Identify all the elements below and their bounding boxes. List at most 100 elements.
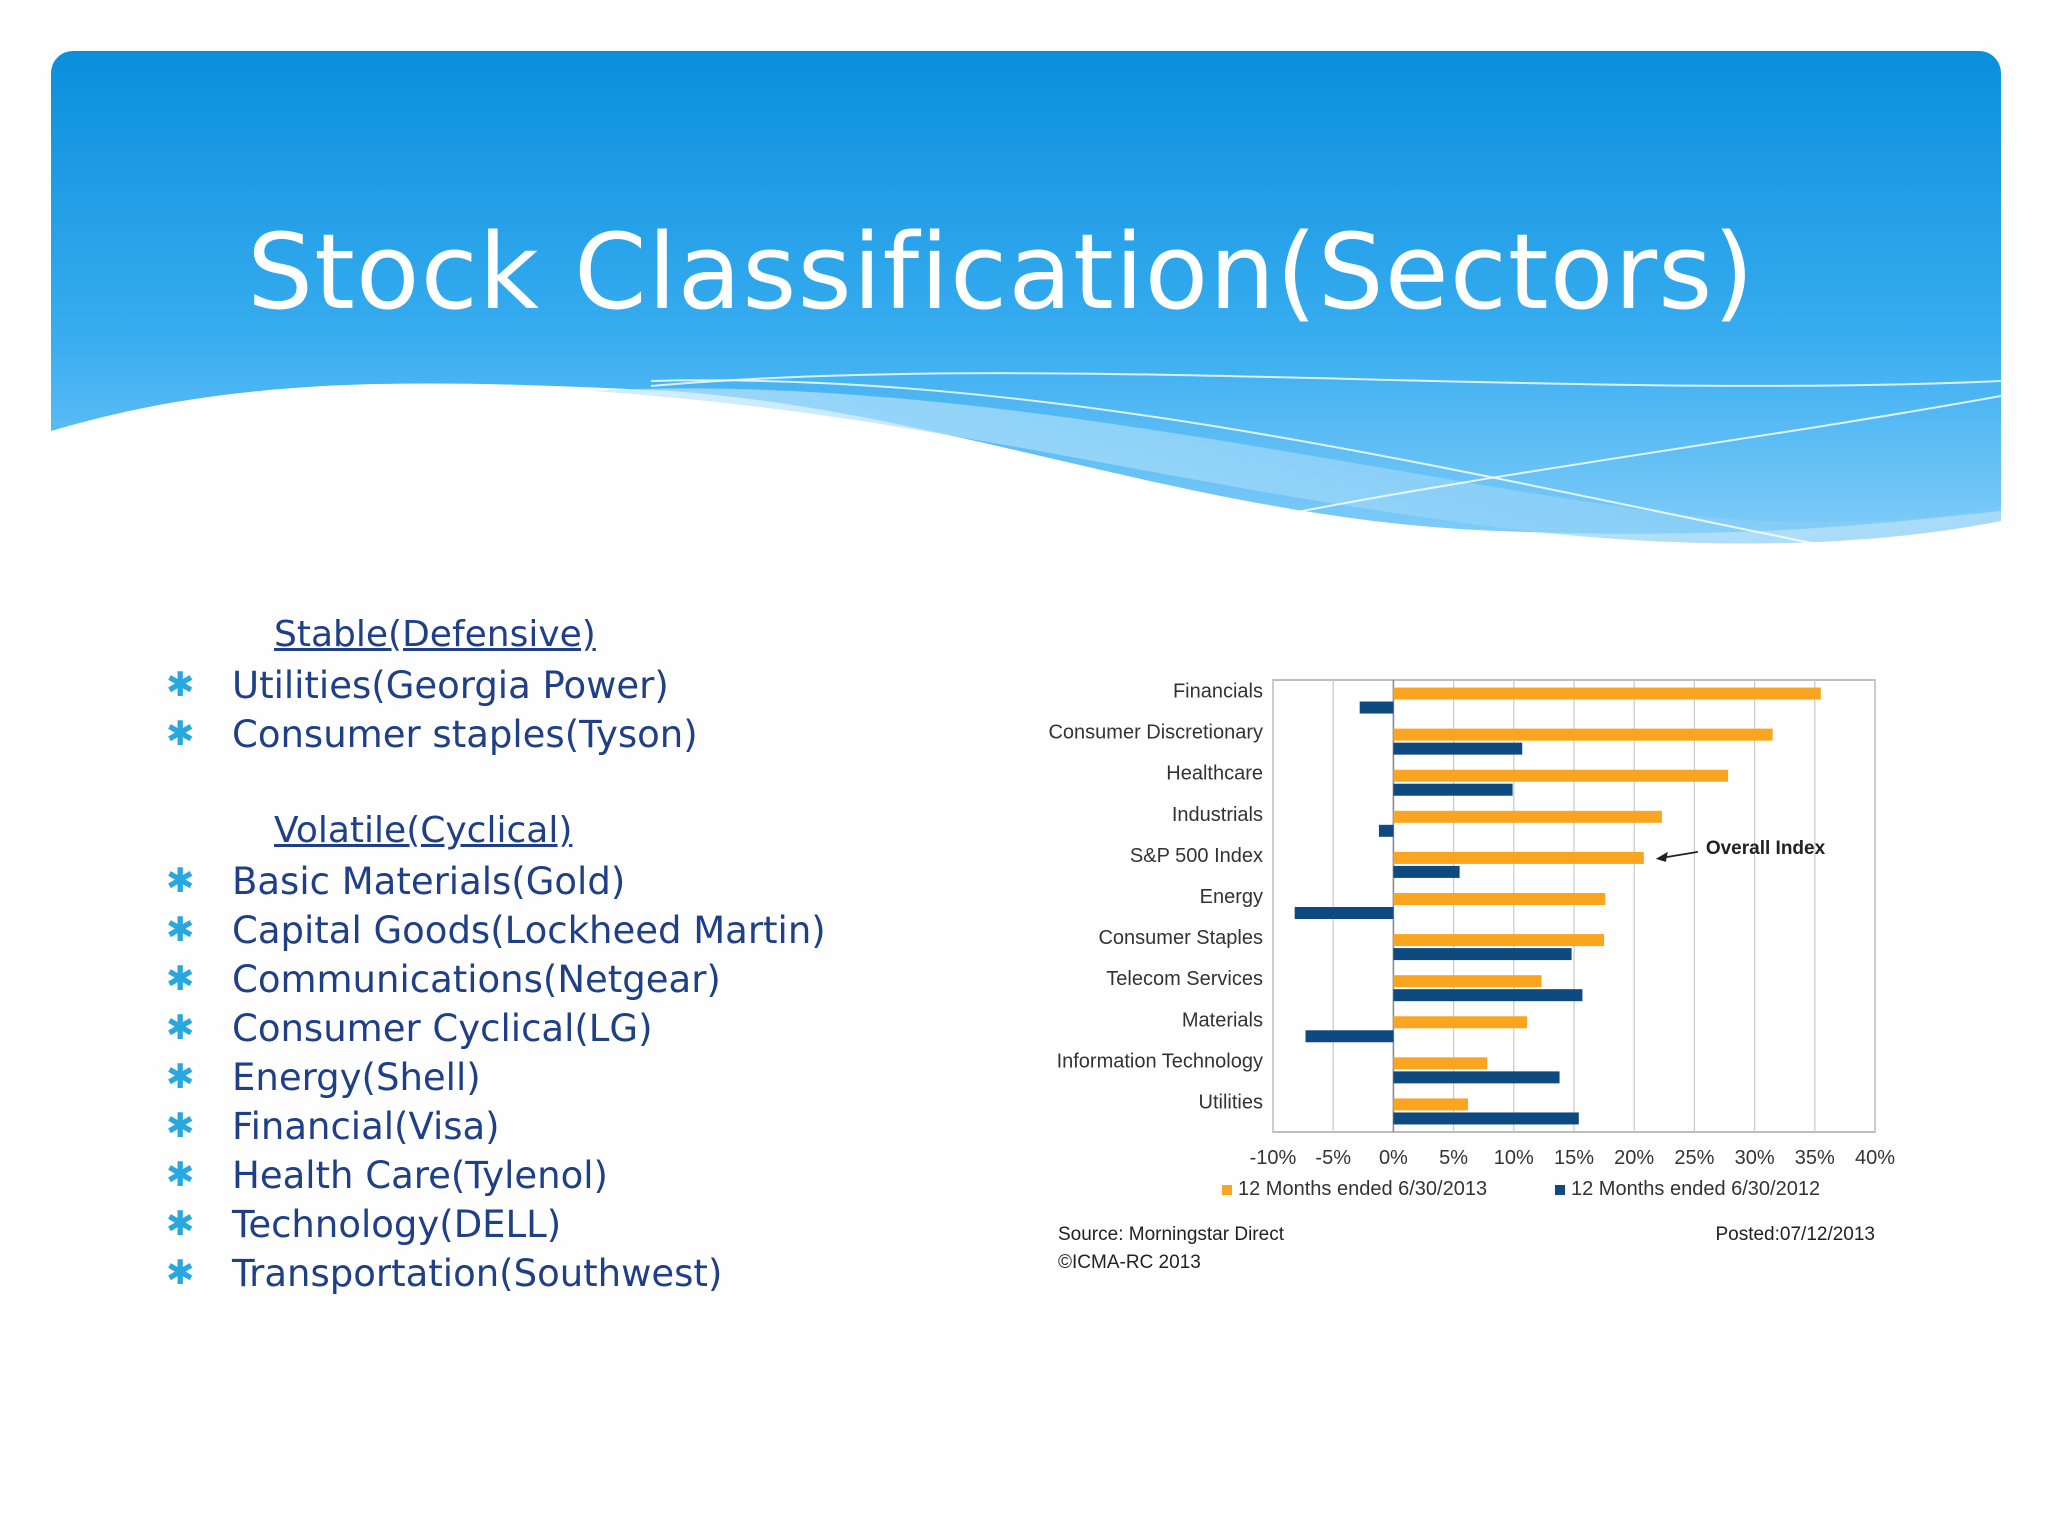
chart-annotation: Overall Index (1655, 838, 1826, 862)
bar (1393, 687, 1821, 700)
category-label: Materials (1182, 1009, 1263, 1031)
bar (1393, 948, 1572, 961)
x-tick-label: 20% (1614, 1147, 1654, 1169)
x-tick-label: -10% (1250, 1147, 1297, 1169)
asterisk-bullet-icon: ✱ (166, 1155, 195, 1195)
x-tick-label: 35% (1795, 1147, 1835, 1169)
legend-swatch (1222, 1185, 1232, 1195)
list-item-label: Technology(DELL) (232, 1202, 562, 1246)
list-item: ✱ Financial(Visa) (166, 1101, 500, 1151)
legend-label: 12 Months ended 6/30/2013 (1238, 1178, 1487, 1200)
asterisk-bullet-icon: ✱ (166, 714, 195, 754)
asterisk-bullet-icon: ✱ (166, 861, 195, 901)
category-label: S&P 500 Index (1130, 845, 1263, 867)
x-tick-label: 15% (1554, 1147, 1594, 1169)
x-tick-label: 10% (1494, 1147, 1534, 1169)
x-tick-label: 0% (1379, 1147, 1408, 1169)
volatile-heading: Volatile(Cyclical) (274, 810, 573, 851)
title-banner: Stock Classification(Sectors) (51, 51, 2001, 581)
bar (1393, 893, 1606, 905)
list-item: ✱ Consumer Cyclical(LG) (166, 1003, 653, 1053)
asterisk-bullet-icon: ✱ (166, 1106, 195, 1146)
bar (1393, 1112, 1579, 1125)
bar (1393, 1016, 1528, 1029)
chart-grid (1272, 679, 1876, 1133)
list-item: ✱ Capital Goods(Lockheed Martin) (166, 905, 826, 955)
bar (1393, 810, 1662, 823)
chart-legend: 12 Months ended 6/30/2013 12 Months ended… (1222, 1178, 1820, 1200)
category-label: Consumer Staples (1098, 927, 1263, 949)
sector-returns-chart: Financials Consumer Discretionary Healthca… (1048, 679, 1896, 1273)
copyright-note: ©ICMA-RC 2013 (1058, 1252, 1201, 1273)
bar (1393, 783, 1513, 796)
bar (1359, 701, 1394, 714)
list-item-label: Basic Materials(Gold) (232, 859, 626, 903)
bar (1393, 1057, 1488, 1070)
bar (1393, 769, 1729, 782)
bar (1393, 934, 1605, 947)
bar (1393, 742, 1523, 755)
list-item-label: Communications(Netgear) (232, 957, 721, 1001)
bar (1393, 865, 1460, 878)
category-label: Healthcare (1166, 763, 1263, 785)
asterisk-bullet-icon: ✱ (166, 1253, 195, 1293)
annotation-arrowhead (1655, 851, 1668, 862)
chart-footer: Source: Morningstar Direct ©ICMA-RC 2013 P… (1058, 1224, 1875, 1273)
bar (1393, 1071, 1560, 1084)
annotation-label: Overall Index (1706, 838, 1826, 859)
source-note: Source: Morningstar Direct (1058, 1224, 1285, 1245)
list-item-label: Capital Goods(Lockheed Martin) (232, 908, 826, 952)
bar (1378, 824, 1394, 837)
chart-bars (1294, 687, 1821, 1125)
list-item-label: Energy(Shell) (232, 1055, 481, 1099)
legend-label: 12 Months ended 6/30/2012 (1571, 1178, 1820, 1200)
list-item: ✱ Utilities(Georgia Power) (166, 660, 669, 710)
asterisk-bullet-icon: ✱ (166, 959, 195, 999)
bar (1393, 975, 1542, 988)
x-tick-label: 5% (1439, 1147, 1468, 1169)
category-label: Energy (1200, 886, 1263, 908)
x-tick-label: -5% (1315, 1147, 1351, 1169)
asterisk-bullet-icon: ✱ (166, 665, 195, 705)
list-item: ✱ Health Care(Tylenol) (166, 1150, 608, 1200)
x-tick-label: 40% (1855, 1147, 1895, 1169)
category-label: Information Technology (1057, 1050, 1263, 1072)
list-item: ✱ Consumer staples(Tyson) (166, 709, 698, 759)
asterisk-bullet-icon: ✱ (166, 910, 195, 950)
bar (1294, 907, 1394, 919)
list-item: ✱ Transportation(Southwest) (166, 1248, 722, 1298)
asterisk-bullet-icon: ✱ (166, 1204, 195, 1244)
list-item-label: Financial(Visa) (232, 1104, 500, 1148)
bar (1393, 989, 1583, 1002)
banner-background (51, 51, 2001, 581)
category-label: Utilities (1199, 1091, 1263, 1113)
page-title: Stock Classification(Sectors) (247, 211, 1755, 333)
bar (1393, 728, 1773, 741)
list-item-label: Consumer Cyclical(LG) (232, 1006, 653, 1050)
list-item-label: Health Care(Tylenol) (232, 1153, 608, 1197)
posted-date: Posted:07/12/2013 (1715, 1224, 1875, 1245)
x-tick-label: 25% (1674, 1147, 1714, 1169)
category-label: Consumer Discretionary (1048, 722, 1263, 744)
stable-heading: Stable(Defensive) (274, 614, 596, 655)
category-label: Financials (1173, 681, 1263, 703)
list-item-label: Transportation(Southwest) (232, 1251, 723, 1295)
category-label: Industrials (1172, 804, 1263, 826)
x-tick-label: 30% (1735, 1147, 1775, 1169)
list-item-label: Utilities(Georgia Power) (232, 663, 669, 707)
asterisk-bullet-icon: ✱ (166, 1057, 195, 1097)
bar (1393, 851, 1644, 864)
bar (1305, 1030, 1394, 1043)
bar (1393, 1098, 1469, 1111)
annotation-arrow (1661, 851, 1698, 859)
list-item: ✱ Communications(Netgear) (166, 954, 721, 1004)
legend-swatch (1555, 1185, 1565, 1195)
x-tick-labels: -10% -5% 0% 5% 10% 15% 20% 25% 30% 35% 40% (1250, 1147, 1896, 1169)
asterisk-bullet-icon: ✱ (166, 1008, 195, 1048)
list-item: ✱ Technology(DELL) (166, 1199, 561, 1249)
list-item: ✱ Energy(Shell) (166, 1052, 481, 1102)
list-item-label: Consumer staples(Tyson) (232, 712, 698, 756)
category-label: Telecom Services (1106, 968, 1263, 990)
category-labels: Financials Consumer Discretionary Healthca… (1048, 681, 1263, 1114)
